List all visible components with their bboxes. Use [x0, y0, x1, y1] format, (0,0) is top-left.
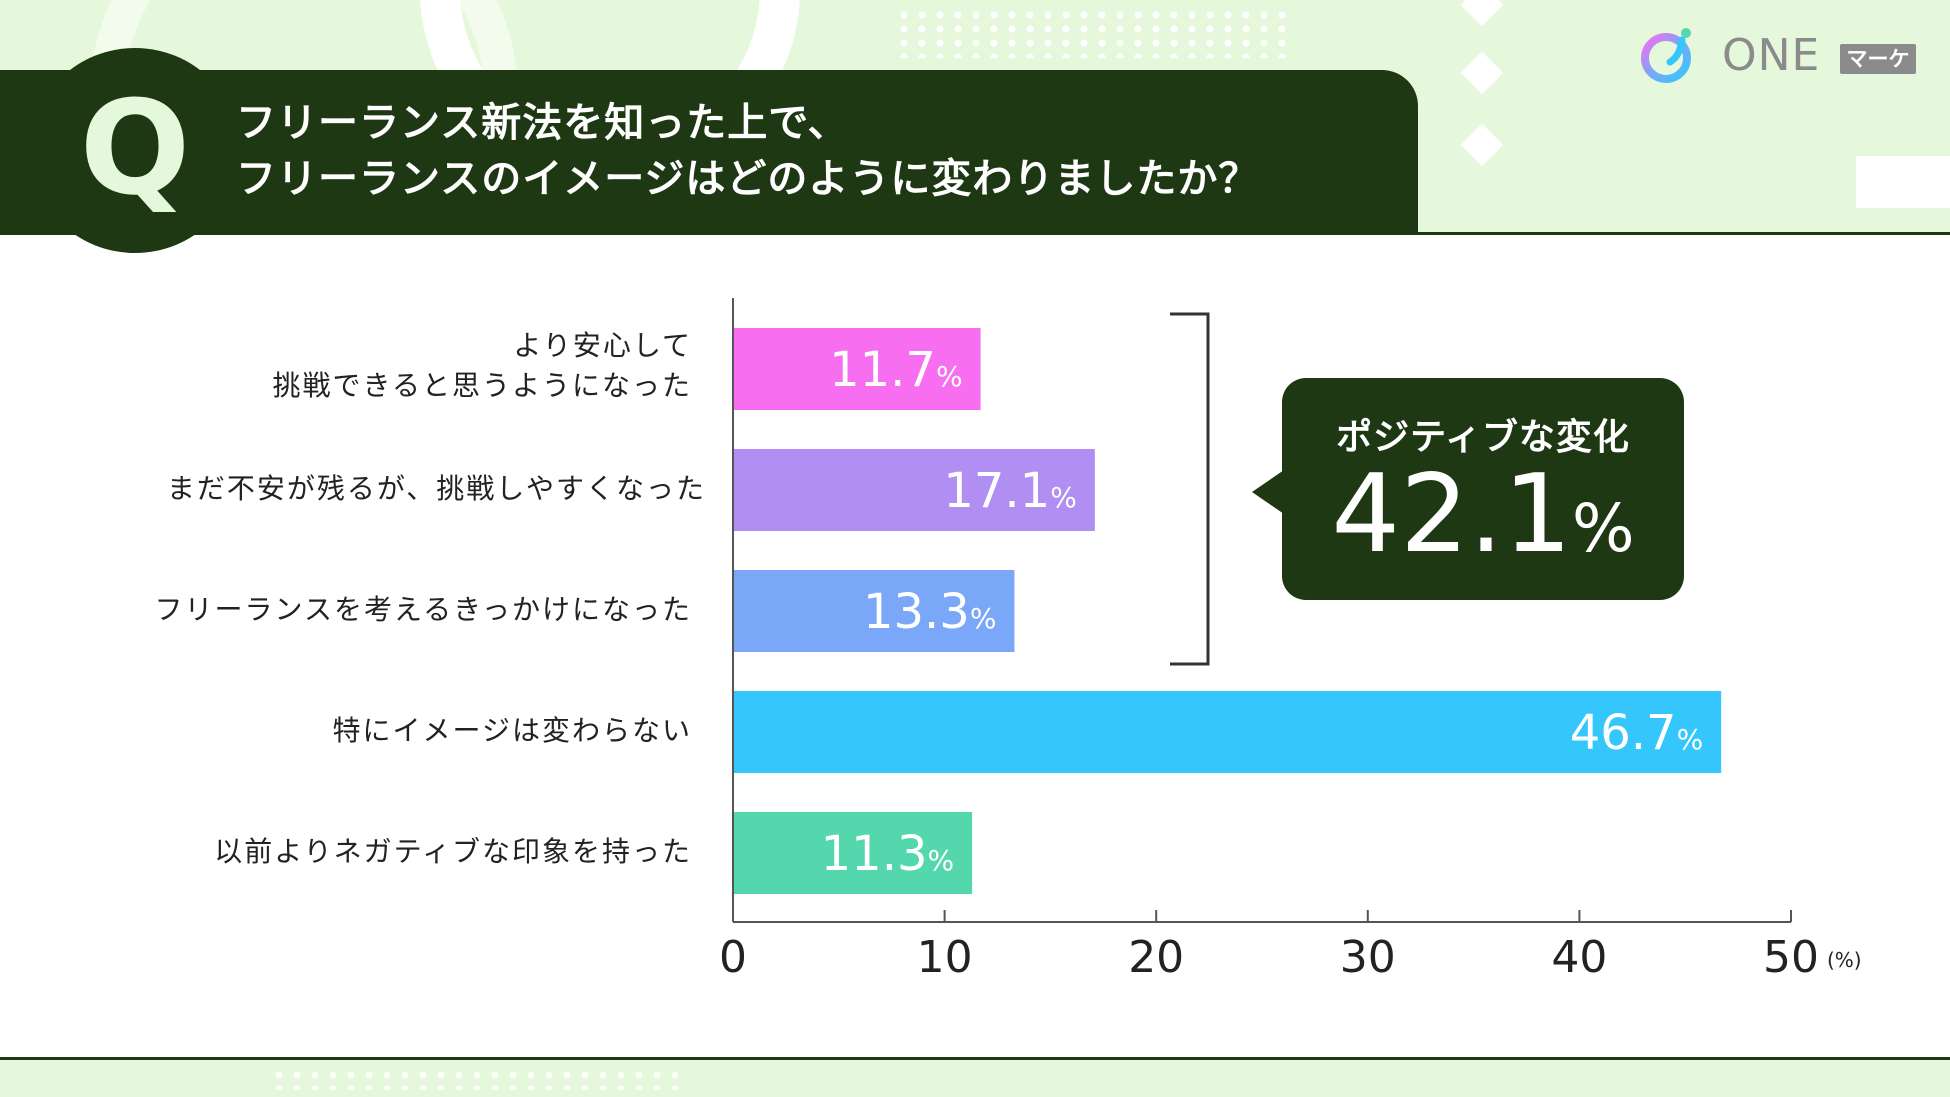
x-tick-label: 0 — [719, 932, 747, 983]
category-label: まだ不安が残るが、挑戦しやすくなった — [166, 472, 706, 505]
x-tick-label: 30 — [1340, 932, 1396, 983]
callout-pointer — [1252, 470, 1284, 514]
background-dots — [895, 8, 1285, 58]
callout-title: ポジティブな変化 — [1336, 417, 1630, 458]
x-axis-unit: (%) — [1827, 948, 1862, 972]
x-tick-label: 50 — [1763, 932, 1819, 983]
question-badge — [30, 48, 240, 253]
x-tick-label: 40 — [1551, 932, 1607, 983]
category-label-line: より安心して — [513, 329, 692, 362]
bar — [733, 328, 981, 410]
callout-unit: % — [1571, 490, 1635, 567]
x-tick-label: 20 — [1128, 932, 1184, 983]
background-rectangle — [1856, 156, 1950, 208]
logo-text: ONE — [1722, 30, 1821, 81]
logo-badge: マーケ — [1840, 44, 1916, 74]
logo-ring-icon — [1641, 33, 1691, 83]
question-title-line1: フリーランス新法を知った上で、 — [236, 100, 849, 146]
category-label-line: 挑戦できると思うようになった — [272, 369, 692, 402]
question-title-line2: フリーランスのイメージはどのように変わりましたか？ — [236, 156, 1260, 202]
bar — [733, 570, 1015, 652]
category-label: 特にイメージは変わらない — [332, 714, 692, 747]
question-letter: Q — [79, 72, 191, 224]
bar-value-label: 13.3% — [863, 584, 996, 640]
bar-value-label: 11.7% — [829, 342, 962, 398]
category-label: 以前よりネガティブな印象を持った — [214, 835, 692, 868]
category-label: より安心して 挑戦できると思うようになった — [273, 326, 692, 406]
bar — [733, 812, 973, 894]
callout-number: 42.1 — [1331, 452, 1572, 577]
background-dots — [270, 1068, 690, 1090]
positive-group-bracket — [1170, 312, 1210, 666]
x-tick-label: 10 — [917, 932, 973, 983]
bar-value-label: 17.1% — [943, 463, 1076, 519]
callout-value: 42.1% — [1282, 455, 1684, 589]
bar — [733, 449, 1095, 531]
logo-dot-icon — [1681, 28, 1691, 38]
bar-value-label: 46.7% — [1570, 705, 1703, 761]
positive-change-callout — [1282, 378, 1684, 600]
bar-value-label: 11.3% — [821, 826, 954, 882]
bar — [733, 691, 1722, 773]
category-label: フリーランスを考えるきっかけになった — [154, 593, 692, 626]
logo-swoosh-icon — [1666, 36, 1686, 66]
brand-logo — [1641, 28, 1691, 83]
